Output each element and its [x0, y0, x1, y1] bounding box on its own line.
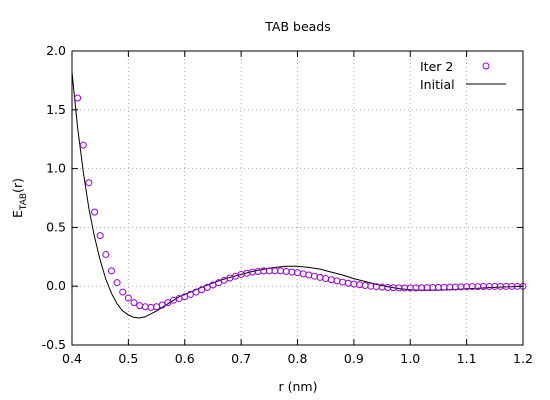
grid-lines — [72, 51, 523, 345]
series-iter2-point — [74, 94, 82, 102]
series-iter2-point — [192, 288, 200, 296]
y-axis-label-tail: (r) — [10, 178, 25, 193]
x-tick-label: 0.8 — [288, 351, 308, 366]
y-axis-label: ETAB(r) — [10, 178, 29, 218]
series-iter2-point — [130, 299, 138, 307]
series-iter2-point — [186, 290, 194, 298]
series-iter2-point — [198, 286, 206, 294]
legend-label-initial: Initial — [420, 77, 455, 92]
y-tick-label: 2.0 — [46, 43, 66, 58]
series-iter2-point — [96, 232, 104, 240]
chart-title: TAB beads — [264, 19, 331, 34]
series-iter2-point — [79, 141, 87, 149]
series-iter2-point — [119, 288, 127, 296]
x-tick-label: 0.5 — [118, 351, 138, 366]
series-iter2-point — [164, 299, 172, 307]
y-tick-label: -0.5 — [42, 337, 66, 352]
x-tick-label: 1.2 — [513, 351, 533, 366]
x-tick-label: 0.4 — [62, 351, 82, 366]
x-tick-label: 0.6 — [175, 351, 195, 366]
legend-label-iter2: Iter 2 — [420, 59, 453, 74]
series-iter2-point — [124, 294, 132, 302]
series-iter2-point — [215, 279, 223, 287]
y-axis-label-main: E — [10, 210, 25, 218]
series-iter2-point — [220, 276, 228, 284]
series-iter2-point — [203, 283, 211, 291]
y-tick-label: 1.0 — [46, 161, 66, 176]
series-iter2-point — [113, 279, 121, 287]
series-iter2-point — [107, 267, 115, 275]
y-tick-label: 0.5 — [46, 219, 66, 234]
x-tick-label: 1.1 — [457, 351, 477, 366]
legend-marker-iter2 — [482, 62, 490, 70]
axis-ticks — [71, 50, 524, 346]
x-tick-label: 1.0 — [400, 351, 420, 366]
legend: Iter 2 Initial — [420, 59, 506, 92]
y-tick-label: 0.0 — [46, 278, 66, 293]
series-iter2-point — [181, 293, 189, 301]
series-iter2-point — [102, 250, 110, 258]
x-tick-label: 0.9 — [344, 351, 364, 366]
series-iter2-point — [209, 281, 217, 289]
series-iter2-point — [85, 179, 93, 187]
y-tick-label: 1.5 — [46, 102, 66, 117]
y-axis-label-subscript: TAB — [19, 193, 29, 211]
x-tick-labels: 0.4 0.5 0.6 0.7 0.8 0.9 1.0 1.1 1.2 — [62, 351, 533, 366]
y-tick-labels: -0.5 0.0 0.5 1.0 1.5 2.0 — [42, 43, 66, 352]
series-iter2-points-group — [74, 94, 527, 311]
x-axis-label: r (nm) — [279, 379, 318, 394]
series-iter2-point — [158, 301, 166, 309]
x-tick-label: 0.7 — [231, 351, 251, 366]
series-iter2-point — [91, 208, 99, 216]
